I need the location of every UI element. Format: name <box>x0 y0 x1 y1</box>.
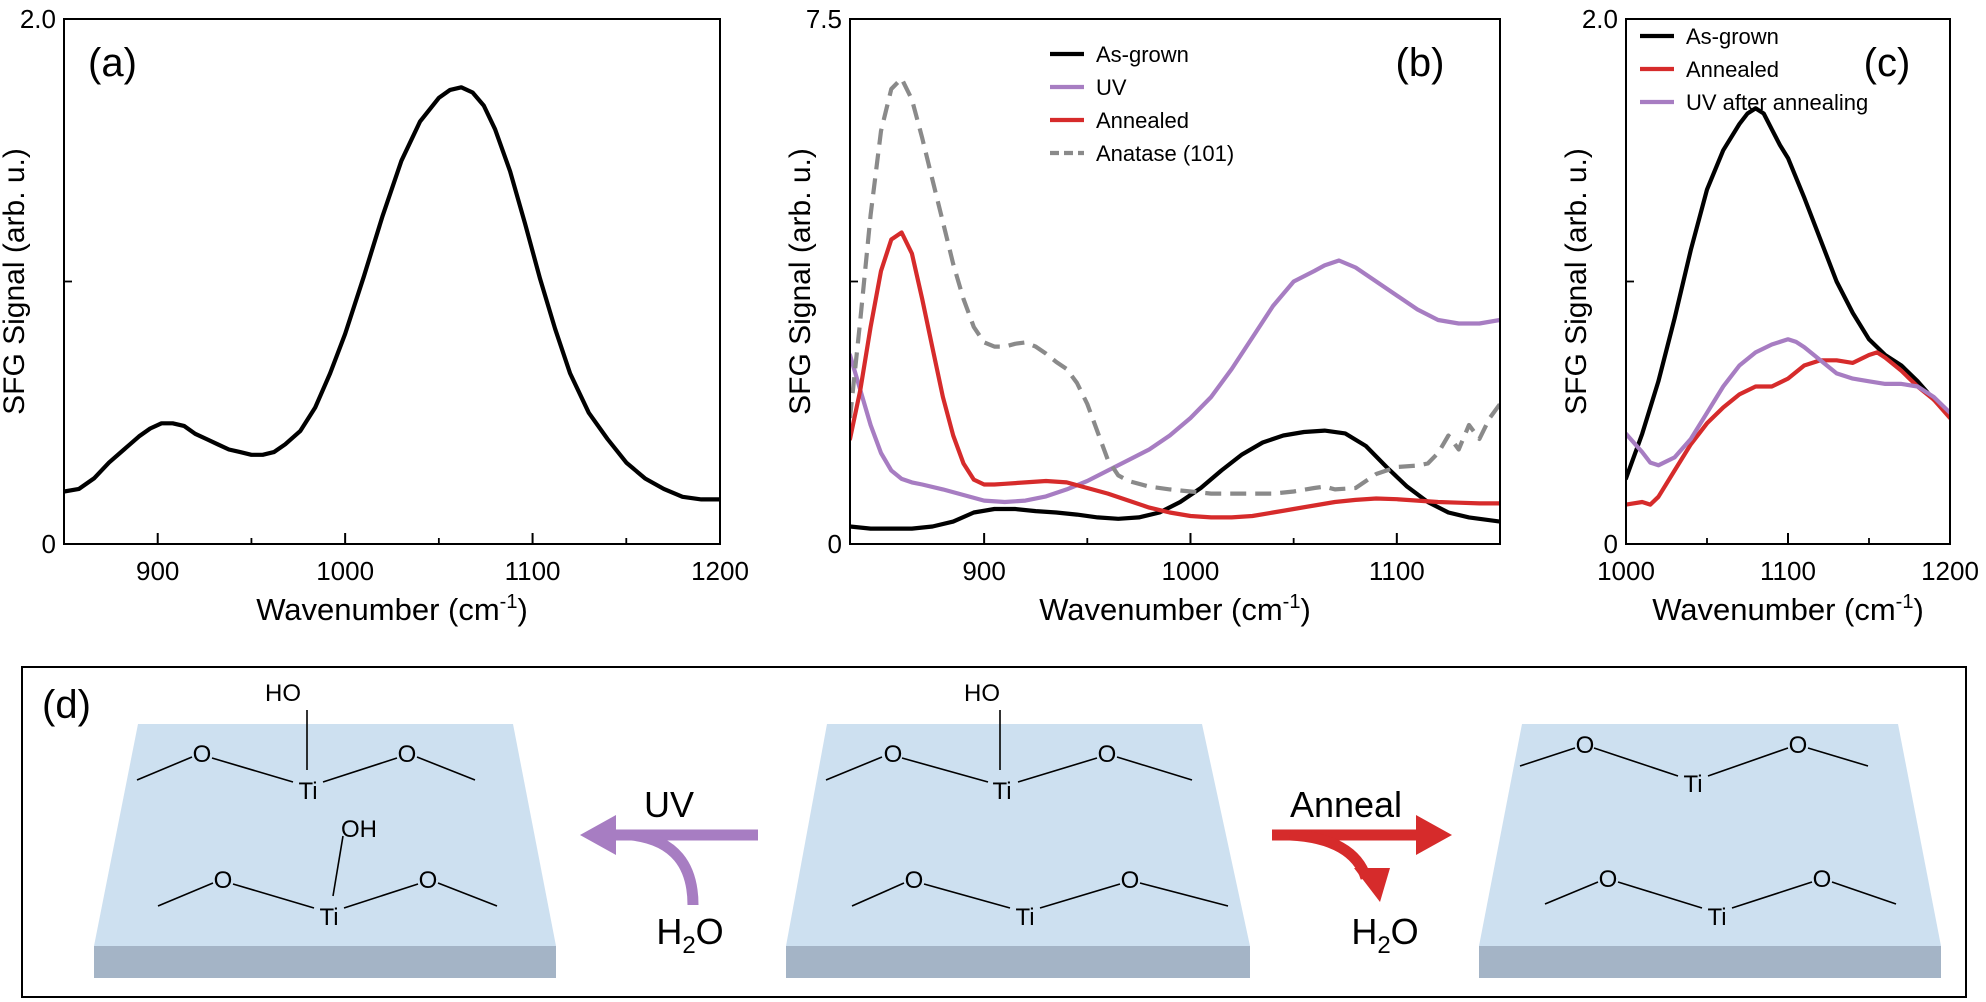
scheme-frame <box>21 666 1967 998</box>
series-line-annealed <box>850 230 1500 520</box>
atom-o: O <box>1813 866 1832 893</box>
slab-top <box>786 724 1250 946</box>
y-tick-label: 0 <box>42 529 56 559</box>
legend-label: Annealed <box>1096 108 1189 133</box>
slab-top <box>94 724 556 946</box>
x-axis-title: Wavenumber (cm-1) <box>1652 591 1924 627</box>
uv-arrow: UV H2O <box>580 784 758 959</box>
slab-top <box>1479 724 1941 946</box>
atom-o: O <box>419 867 438 894</box>
anneal-arrow: Anneal H2O <box>1272 784 1452 959</box>
x-tick-label: 1100 <box>505 556 561 586</box>
anneal-arrow-branch <box>1289 829 1372 880</box>
atom-o: O <box>1121 867 1140 894</box>
slab-base <box>786 946 1250 978</box>
uv-label: UV <box>644 784 694 825</box>
anneal-water-label: H2O <box>1351 911 1418 959</box>
x-tick-label: 1000 <box>1597 556 1655 586</box>
plot-frame <box>63 18 721 545</box>
x-tick-label: 1000 <box>1162 556 1220 586</box>
uv-arrow-head <box>580 815 616 855</box>
atom-o: O <box>1599 866 1618 893</box>
atom-ti: Ti <box>1683 771 1702 798</box>
panel-label: (c) <box>1864 41 1911 85</box>
uv-water-label: H2O <box>656 911 723 959</box>
panel-a: 900 1000 1100 1200 0 2.0 Wavenumber (cm-1) SFG … <box>0 4 749 627</box>
legend: As-grown UV Annealed Anatase (101) <box>1050 42 1234 166</box>
slab-annealed: O Ti O O Ti O <box>1479 724 1941 978</box>
atom-o: O <box>1098 741 1117 768</box>
anneal-arrow-head <box>1416 815 1452 855</box>
atom-ti: Ti <box>992 778 1011 805</box>
atom-ho: HO <box>964 680 1000 707</box>
legend-label: UV after annealing <box>1686 90 1868 115</box>
atom-o: O <box>905 867 924 894</box>
series-line-anatase-101 <box>850 76 1500 496</box>
anneal-label: Anneal <box>1290 784 1402 825</box>
x-tick-label: 1000 <box>316 556 374 586</box>
atom-ho: HO <box>265 680 301 707</box>
atom-o: O <box>884 741 903 768</box>
uv-arrow-branch <box>631 829 699 906</box>
x-axis-title: Wavenumber (cm-1) <box>256 591 528 627</box>
y-axis-title: SFG Signal (arb. u.) <box>1560 148 1593 415</box>
legend: As-grown Annealed UV after annealing <box>1640 24 1868 115</box>
panel-label: (b) <box>1396 41 1445 85</box>
legend-label: UV <box>1096 75 1127 100</box>
legend-label: As-grown <box>1096 42 1189 67</box>
y-axis-title: SFG Signal (arb. u.) <box>784 148 817 415</box>
anneal-branch-head <box>1354 868 1390 902</box>
atom-oh: OH <box>341 816 377 843</box>
slab-base <box>1479 946 1941 978</box>
legend-label: As-grown <box>1686 24 1779 49</box>
panel-label: (a) <box>88 41 137 85</box>
slab-base <box>94 946 556 978</box>
atom-ti: Ti <box>1015 904 1034 931</box>
panel-d-scheme: (d) HO O Ti O OH <box>21 666 1967 998</box>
series-line-uv-after-annealing <box>1626 337 1950 468</box>
y-tick-label: 2.0 <box>20 4 56 34</box>
x-tick-label: 1200 <box>1921 556 1979 586</box>
x-axis-title: Wavenumber (cm-1) <box>1039 591 1311 627</box>
x-tick-label: 1100 <box>1760 556 1816 586</box>
series-line-as-grown <box>1626 106 1950 481</box>
slab-as-grown: HO O Ti O O Ti O <box>786 680 1250 978</box>
bonds <box>1519 747 1897 909</box>
x-tick-label: 900 <box>136 556 179 586</box>
y-axis-title: SFG Signal (arb. u.) <box>0 148 31 415</box>
atom-labels: HO O Ti O OH O Ti O <box>193 680 438 931</box>
atom-labels: O Ti O O Ti O <box>1576 732 1832 931</box>
x-tick-label: 900 <box>962 556 1005 586</box>
atom-o: O <box>1576 732 1595 759</box>
slab-uv: HO O Ti O OH O Ti O <box>94 680 556 978</box>
series-line-0 <box>64 85 720 502</box>
y-tick-label: 0 <box>828 529 842 559</box>
x-tick-label: 1100 <box>1369 556 1425 586</box>
panel-label-d: (d) <box>42 683 91 727</box>
atom-o: O <box>193 741 212 768</box>
y-tick-label: 2.0 <box>1582 4 1618 34</box>
series-line-annealed <box>1626 350 1950 507</box>
x-tick-label: 1200 <box>691 556 749 586</box>
legend-label: Anatase (101) <box>1096 141 1234 166</box>
atom-ti: Ti <box>1707 904 1726 931</box>
atom-labels: HO O Ti O O Ti O <box>884 680 1140 931</box>
panel-b: 900 1000 1100 0 7.5 Wavenumber (cm-1) SFG Sign… <box>784 4 1501 627</box>
bonds <box>825 710 1229 909</box>
atom-o: O <box>1789 732 1808 759</box>
legend-label: Annealed <box>1686 57 1779 82</box>
bonds <box>136 710 498 909</box>
atom-o: O <box>398 741 417 768</box>
series-line-uv <box>850 258 1500 505</box>
atom-ti: Ti <box>298 778 317 805</box>
y-tick-label: 7.5 <box>806 4 842 34</box>
y-tick-label: 0 <box>1604 529 1618 559</box>
atom-ti: Ti <box>319 904 338 931</box>
series-line-as-grown <box>850 428 1500 531</box>
atom-o: O <box>214 867 233 894</box>
panel-c: 1000 1100 1200 0 2.0 Wavenumber (cm-1) SFG Sig… <box>1560 4 1979 627</box>
